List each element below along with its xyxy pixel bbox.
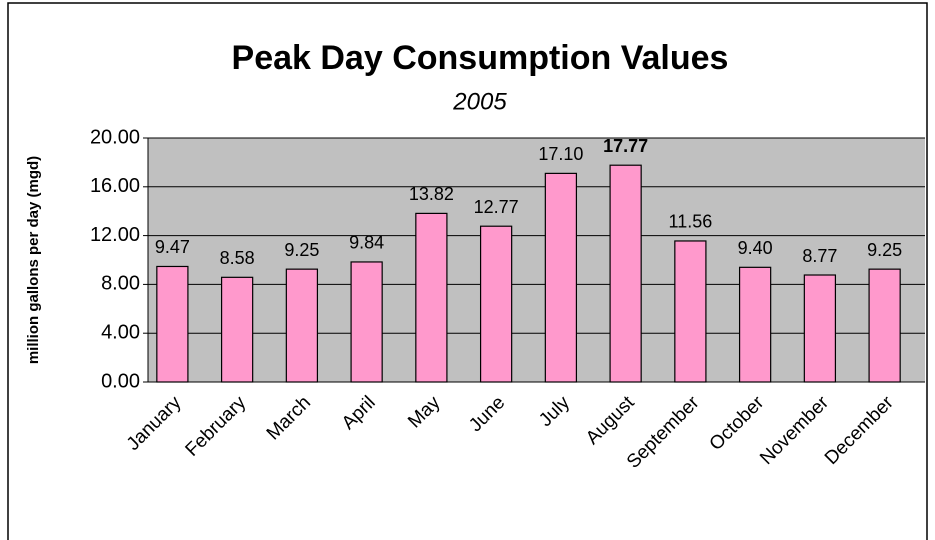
bar [220,276,254,383]
bar [285,268,319,383]
y-tick-label: 0.00 [101,370,140,392]
bar [674,240,707,383]
value-label: 9.47 [155,237,190,257]
value-label: 12.77 [474,197,519,217]
plot-area [148,138,925,382]
y-tick-label: 20.00 [90,126,140,148]
value-label: 17.10 [538,144,583,164]
bar [415,212,448,383]
bar [479,225,513,383]
y-tick-label: 16.00 [90,175,140,197]
chart-subtitle: 2005 [452,88,507,115]
y-tick-label: 4.00 [101,321,140,343]
bar [544,172,578,383]
value-label: 11.56 [669,212,713,232]
value-label: 9.84 [349,233,384,253]
chart-title: Peak Day Consumption Values [232,39,729,77]
y-tick-label: 12.00 [90,224,140,246]
value-label: 8.58 [220,248,255,268]
bar [803,274,837,383]
y-axis-label: million gallons per day (mgd) [25,156,42,364]
value-label: 8.77 [802,246,837,266]
value-label: 9.25 [284,240,319,260]
bar [738,266,772,383]
bar [350,261,383,383]
bar [156,265,189,383]
value-label: 9.40 [738,238,773,258]
bar [868,268,901,383]
value-label: 17.77 [603,136,648,156]
value-label: 9.25 [867,240,902,260]
bar [609,164,642,383]
y-tick-label: 8.00 [101,273,140,295]
value-label: 13.82 [409,184,454,204]
